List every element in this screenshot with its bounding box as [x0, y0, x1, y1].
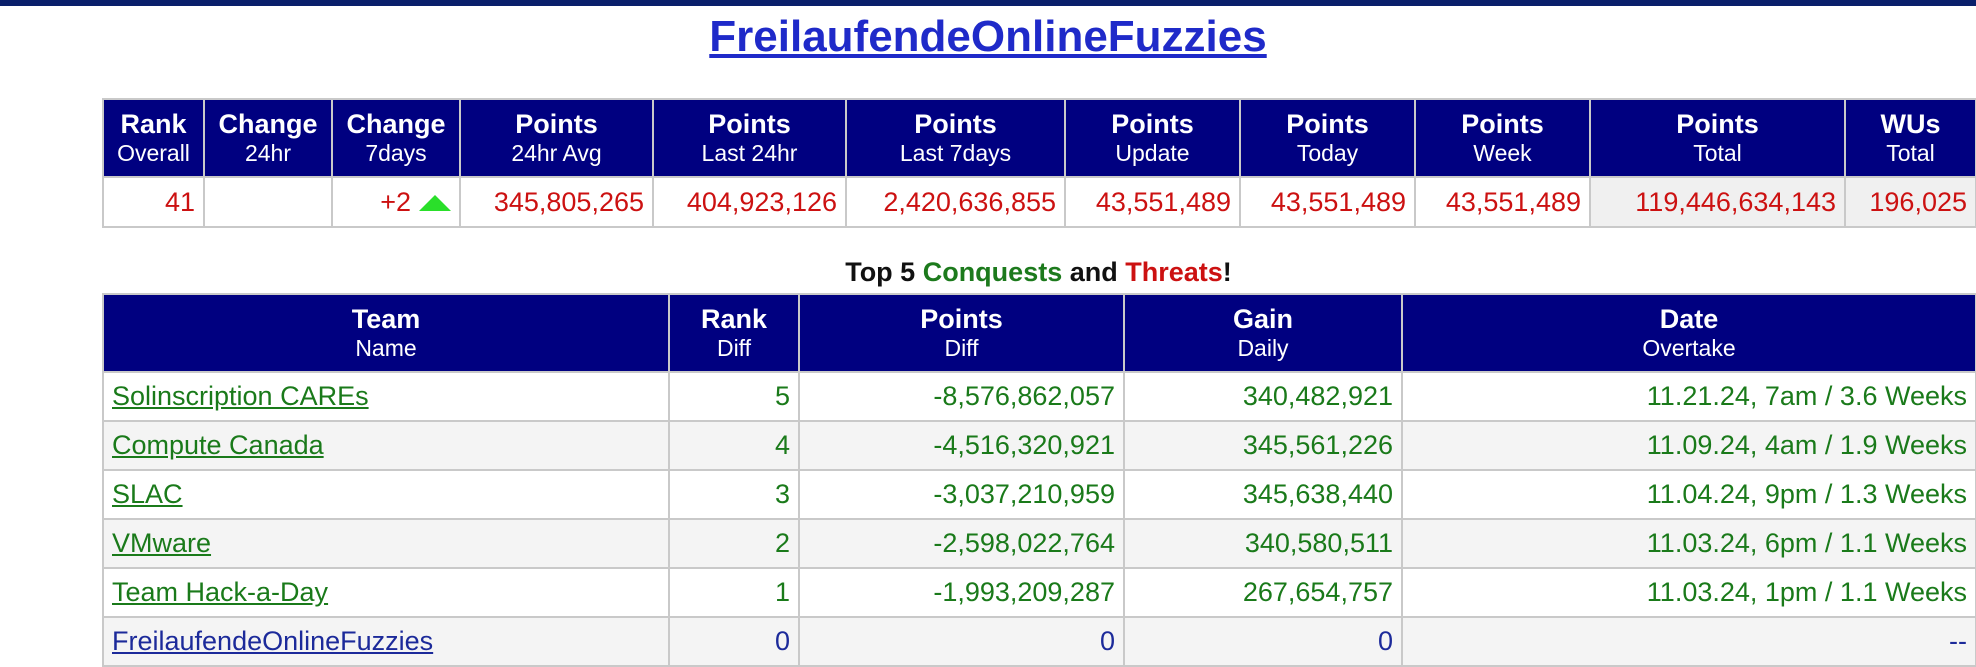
points-diff-value: 0 [798, 616, 1125, 667]
gain-daily-value: 340,482,921 [1123, 371, 1403, 422]
date-overtake-value: 11.21.24, 7am / 3.6 Weeks [1401, 371, 1976, 422]
rank-diff-value: 3 [668, 469, 800, 520]
rank-diff-value: 2 [668, 518, 800, 569]
gain-daily-value: 340,580,511 [1123, 518, 1403, 569]
team-name-cell: SLAC [102, 469, 670, 520]
team-link[interactable]: FreilaufendeOnlineFuzzies [112, 626, 434, 656]
col-rank-overall: Rank Overall [102, 98, 205, 178]
threats-word: Threats [1125, 257, 1223, 287]
conquests-word: Conquests [922, 257, 1063, 287]
date-overtake-value: 11.03.24, 1pm / 1.1 Weeks [1401, 567, 1976, 618]
conquests-heading: Top 5 Conquests and Threats! [845, 257, 1232, 287]
team-name-cell: Compute Canada [102, 420, 670, 471]
top-accent-bar [0, 0, 1976, 6]
points-last-24hr-value: 404,923,126 [652, 176, 847, 228]
wus-total-value: 196,025 [1844, 176, 1976, 228]
rank-diff-value: 1 [668, 567, 800, 618]
points-last-7days-value: 2,420,636,855 [845, 176, 1066, 228]
table-row: Compute Canada 4 -4,516,320,921 345,561,… [102, 420, 1976, 471]
col-points-last-7days: Points Last 7days [845, 98, 1066, 178]
points-today-value: 43,551,489 [1239, 176, 1416, 228]
stats-header-row: Rank Overall Change 24hr Change 7days Point… [102, 98, 1976, 178]
gain-daily-value: 345,561,226 [1123, 420, 1403, 471]
page-header: FreilaufendeOnlineFuzzies [0, 12, 1976, 62]
up-triangle-icon [419, 195, 451, 212]
rank-overall-value: 41 [102, 176, 205, 228]
stats-row: 41 +2 345,805,265 404,923,126 2,420,636,… [102, 176, 1976, 228]
col-points-today: Points Today [1239, 98, 1416, 178]
points-diff-value: -3,037,210,959 [798, 469, 1125, 520]
gain-daily-value: 267,654,757 [1123, 567, 1403, 618]
team-name-cell: FreilaufendeOnlineFuzzies [102, 616, 670, 667]
col-points-24hr-avg: Points 24hr Avg [459, 98, 654, 178]
points-diff-value: -4,516,320,921 [798, 420, 1125, 471]
points-diff-value: -1,993,209,287 [798, 567, 1125, 618]
col-change-7days: Change 7days [331, 98, 461, 178]
col-points-diff: Points Diff [798, 293, 1125, 373]
team-name-cell: VMware [102, 518, 670, 569]
points-diff-value: -8,576,862,057 [798, 371, 1125, 422]
team-stats-table: Rank Overall Change 24hr Change 7days Point… [102, 98, 1976, 228]
team-link[interactable]: VMware [112, 528, 212, 558]
table-row: Solinscription CAREs 5 -8,576,862,057 34… [102, 371, 1976, 422]
col-gain-daily: Gain Daily [1123, 293, 1403, 373]
col-wus-total: WUs Total [1844, 98, 1976, 178]
gain-daily-value: 0 [1123, 616, 1403, 667]
team-link[interactable]: SLAC [112, 479, 183, 509]
conquests-header-row: Team Name Rank Diff Points Diff Gain Daily D… [102, 293, 1976, 373]
points-week-value: 43,551,489 [1414, 176, 1591, 228]
date-overtake-value: 11.03.24, 6pm / 1.1 Weeks [1401, 518, 1976, 569]
col-date-overtake: Date Overtake [1401, 293, 1976, 373]
change-7days-value: +2 [380, 186, 411, 217]
col-points-total: Points Total [1589, 98, 1846, 178]
table-row: Team Hack-a-Day 1 -1,993,209,287 267,654… [102, 567, 1976, 618]
col-change-24hr: Change 24hr [203, 98, 333, 178]
date-overtake-value: -- [1401, 616, 1976, 667]
team-name-cell: Team Hack-a-Day [102, 567, 670, 618]
col-team-name: Team Name [102, 293, 670, 373]
team-link[interactable]: Team Hack-a-Day [112, 577, 329, 607]
col-points-last-24hr: Points Last 24hr [652, 98, 847, 178]
conquests-table: Team Name Rank Diff Points Diff Gain Daily D… [102, 293, 1976, 667]
rank-diff-value: 4 [668, 420, 800, 471]
col-points-update: Points Update [1064, 98, 1241, 178]
team-title-link[interactable]: FreilaufendeOnlineFuzzies [709, 12, 1267, 61]
gain-daily-value: 345,638,440 [1123, 469, 1403, 520]
date-overtake-value: 11.04.24, 9pm / 1.3 Weeks [1401, 469, 1976, 520]
change-24hr-value [203, 176, 333, 228]
rank-diff-value: 5 [668, 371, 800, 422]
col-rank-diff: Rank Diff [668, 293, 800, 373]
team-link[interactable]: Compute Canada [112, 430, 324, 460]
rank-diff-value: 0 [668, 616, 800, 667]
team-link[interactable]: Solinscription CAREs [112, 381, 369, 411]
table-row: SLAC 3 -3,037,210,959 345,638,440 11.04.… [102, 469, 1976, 520]
table-row-self: FreilaufendeOnlineFuzzies 0 0 0 -- [102, 616, 1976, 667]
date-overtake-value: 11.09.24, 4am / 1.9 Weeks [1401, 420, 1976, 471]
points-24hr-avg-value: 345,805,265 [459, 176, 654, 228]
table-row: VMware 2 -2,598,022,764 340,580,511 11.0… [102, 518, 1976, 569]
points-update-value: 43,551,489 [1064, 176, 1241, 228]
change-7days-cell: +2 [331, 176, 461, 228]
points-diff-value: -2,598,022,764 [798, 518, 1125, 569]
team-name-cell: Solinscription CAREs [102, 371, 670, 422]
col-points-week: Points Week [1414, 98, 1591, 178]
points-total-value: 119,446,634,143 [1589, 176, 1846, 228]
